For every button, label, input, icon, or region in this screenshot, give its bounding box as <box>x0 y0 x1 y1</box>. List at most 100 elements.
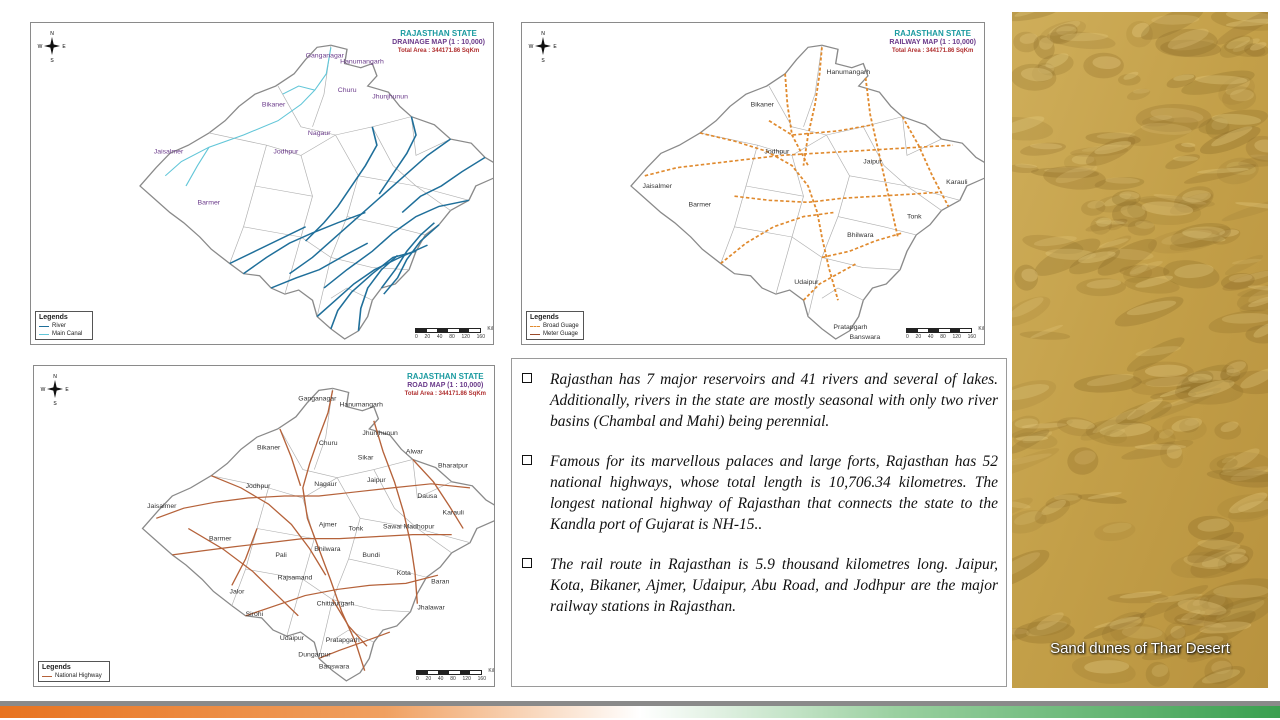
dune-highlight <box>1176 618 1227 628</box>
dune-shadow <box>1163 260 1220 289</box>
dune-shadow <box>1180 370 1214 393</box>
dune-shadow <box>1179 418 1200 433</box>
state-outline-group: Hanumangarh Bikaner Jaisalmer Jodhpur Barmer… <box>630 44 984 341</box>
footer-stripe <box>0 701 1280 706</box>
svg-text:S: S <box>50 58 54 63</box>
dune-shadow <box>1012 497 1033 517</box>
dune-highlight <box>1226 36 1251 49</box>
district-boundary <box>821 287 864 301</box>
dune-shadow <box>1056 417 1098 437</box>
railway-map: Hanumangarh Bikaner Jaisalmer Jodhpur Barmer… <box>521 22 985 345</box>
river-line <box>304 126 378 242</box>
dune-shadow <box>1238 154 1268 167</box>
svg-text:S: S <box>541 58 545 63</box>
dune-highlight <box>1178 193 1209 207</box>
scale-unit: Kilometers <box>487 326 493 332</box>
district-boundary <box>300 116 412 156</box>
district-boundary <box>791 236 823 258</box>
dune-shadow <box>1203 596 1268 632</box>
dune-shadow <box>1244 43 1268 57</box>
dune-shadow <box>1012 415 1040 438</box>
dune-highlight <box>1030 324 1064 339</box>
city-label: Bhilwara <box>314 546 341 553</box>
city-label: Bikaner <box>262 102 286 109</box>
compass-icon: N S W E <box>37 29 67 64</box>
dune-shadow <box>1150 391 1197 401</box>
dune-highlight <box>1120 204 1146 218</box>
dune-shadow <box>1071 655 1136 684</box>
dune-highlight <box>1121 626 1163 639</box>
dune-shadow <box>1019 331 1071 340</box>
dune-shadow <box>1205 116 1230 140</box>
city-label: Udaipur <box>794 279 819 286</box>
dune-highlight <box>1129 263 1148 276</box>
dune-shadow <box>1022 234 1084 255</box>
dune-shadow <box>1222 269 1268 291</box>
dune-shadow <box>1210 12 1268 31</box>
dune-shadow <box>1090 216 1113 235</box>
dune-highlight <box>1230 89 1254 102</box>
district-boundary <box>279 428 338 479</box>
city-label: Jhunjhunun <box>362 430 398 437</box>
dune-shadow <box>1174 379 1244 405</box>
dune-highlight <box>1135 346 1181 357</box>
dune-shadow <box>1186 640 1233 663</box>
dune-highlight <box>1103 193 1132 207</box>
dune-highlight <box>1102 522 1132 534</box>
dune-highlight <box>1177 599 1227 616</box>
dune-shadow <box>1223 41 1266 57</box>
dune-shadow <box>1085 218 1128 232</box>
dune-highlight <box>1186 370 1230 382</box>
city-label: Barmer <box>209 536 232 543</box>
city-label: Banswara <box>850 334 881 341</box>
highway-line <box>172 533 452 556</box>
rail-line <box>802 47 823 166</box>
dune-shadow <box>1164 622 1186 649</box>
dune-highlight <box>1092 56 1121 70</box>
district-boundary <box>254 185 313 197</box>
city-label: Dungarpur <box>298 652 331 659</box>
dune-shadow <box>1220 368 1241 383</box>
city-label: Jhalawar <box>417 605 445 612</box>
dune-shadow <box>1174 612 1205 626</box>
dune-shadow <box>1095 194 1137 213</box>
bullet-item: The rail route in Rajasthan is 5.9 thous… <box>522 554 998 617</box>
dune-shadow <box>1176 364 1235 394</box>
dune-highlight <box>1096 132 1136 139</box>
dune-highlight <box>1014 12 1052 17</box>
river-line <box>323 199 470 289</box>
dune-highlight <box>1020 67 1053 82</box>
dune-highlight <box>1172 156 1199 162</box>
dune-shadow <box>1160 39 1222 58</box>
dune-highlight <box>1096 217 1112 227</box>
dune-shadow <box>1221 195 1268 222</box>
city-label: Jaisalmer <box>154 149 184 156</box>
dune-shadow <box>1012 627 1031 642</box>
dune-shadow <box>1031 62 1055 82</box>
city-label: Ganganagar <box>306 53 345 60</box>
dune-highlight <box>1132 88 1150 94</box>
dune-shadow <box>1239 297 1268 313</box>
district-boundary <box>231 487 269 606</box>
legend-item-river: River <box>39 323 89 329</box>
dune-highlight <box>1183 555 1227 570</box>
dune-highlight <box>1094 616 1141 629</box>
highway-line <box>373 420 419 604</box>
compass-icon: N S W E <box>528 29 558 64</box>
city-label: Tonk <box>907 214 922 221</box>
dune-shadow <box>1014 620 1075 644</box>
map-title-line2: ROAD MAP (1 : 10,000) <box>407 382 484 389</box>
river-line <box>378 116 417 195</box>
dune-shadow <box>1202 592 1229 618</box>
district-boundary <box>791 116 903 156</box>
dune-shadow <box>1122 264 1153 283</box>
checkbox-bullet-icon <box>522 558 532 568</box>
dune-shadow <box>1012 164 1039 173</box>
city-label: Chittaurgarh <box>317 601 355 608</box>
dune-shadow <box>1049 23 1078 45</box>
highway-line <box>412 459 464 529</box>
district-boundary <box>803 45 823 127</box>
road-map: Ganganagar Hanumangarh Churu Jhunjhunun Bika… <box>33 365 495 687</box>
